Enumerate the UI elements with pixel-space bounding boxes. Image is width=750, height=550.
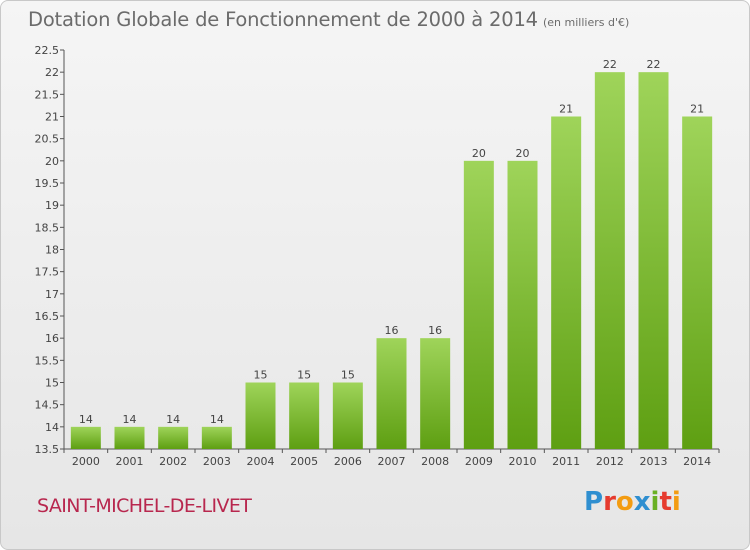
data-label: 21 [690, 103, 704, 116]
data-label: 20 [472, 147, 486, 160]
data-label: 15 [254, 369, 268, 382]
y-tick-label: 16 [45, 332, 59, 345]
y-tick-label: 20 [45, 155, 59, 168]
proxiti-logo: Proxiti [584, 487, 681, 517]
data-label: 14 [210, 413, 224, 426]
x-tick-label: 2001 [116, 455, 144, 468]
y-tick-label: 22.5 [35, 44, 60, 57]
x-tick-label: 2010 [509, 455, 537, 468]
data-label: 22 [603, 58, 617, 71]
y-tick-label: 19.5 [35, 177, 60, 190]
x-tick-label: 2002 [159, 455, 187, 468]
bar [70, 426, 101, 449]
bar [201, 426, 232, 449]
data-label: 14 [166, 413, 180, 426]
bar [594, 72, 625, 450]
y-tick-label: 20.5 [35, 133, 60, 146]
x-tick-label: 2003 [203, 455, 231, 468]
y-tick-label: 18.5 [35, 221, 60, 234]
bar [638, 72, 669, 450]
x-tick-label: 2012 [596, 455, 624, 468]
y-tick-label: 19 [45, 199, 59, 212]
x-tick-label: 2013 [640, 455, 668, 468]
data-label: 16 [428, 324, 442, 337]
y-tick-label: 15.5 [35, 354, 60, 367]
y-tick-label: 17.5 [35, 266, 60, 279]
bar [507, 160, 538, 450]
x-tick-label: 2008 [421, 455, 449, 468]
chart-title: Dotation Globale de Fonctionnement de 20… [28, 8, 538, 31]
y-tick-label: 21 [45, 111, 59, 124]
x-tick-label: 2011 [552, 455, 580, 468]
bars [70, 72, 713, 450]
chart-unit-note: (en milliers d'€) [543, 16, 630, 29]
logo-letter: r [603, 487, 616, 517]
data-label: 16 [385, 324, 399, 337]
data-labels: 14 14 14 14 15 15 15 16 16 20 20 21 22 22 21 [79, 58, 704, 426]
y-tick-label: 22 [45, 66, 59, 79]
data-label: 14 [123, 413, 137, 426]
bar [682, 116, 713, 449]
commune-name: SAINT-MICHEL-DE-LIVET [37, 495, 252, 517]
logo-letter: t [659, 487, 672, 517]
bar [332, 382, 363, 449]
y-tick-label: 13.5 [35, 443, 60, 456]
bar [158, 426, 189, 449]
logo-letter: i [650, 487, 660, 517]
x-tick-label: 2014 [683, 455, 711, 468]
x-tick-label: 2007 [378, 455, 406, 468]
bar [114, 426, 145, 449]
x-tick-label: 2009 [465, 455, 493, 468]
x-tick-label: 2004 [247, 455, 275, 468]
bar [420, 338, 451, 449]
x-tick-label: 2005 [290, 455, 318, 468]
y-tick-label: 21.5 [35, 88, 60, 101]
bar [376, 338, 407, 449]
bar [245, 382, 276, 449]
x-tick-label: 2006 [334, 455, 362, 468]
data-label: 21 [559, 103, 573, 116]
bar [551, 116, 582, 449]
y-tick-label: 15 [45, 377, 59, 390]
y-tick-label: 17 [45, 288, 59, 301]
y-tick-label: 14 [45, 421, 59, 434]
logo-letter: o [615, 487, 634, 517]
data-label: 15 [341, 369, 355, 382]
y-tick-label: 18 [45, 244, 59, 257]
logo-letter: i [671, 487, 681, 517]
bar [289, 382, 320, 449]
axes: 13.5 14 14.5 15 15.5 16 16.5 17 17.5 18 18.5 19 19.5… [35, 44, 720, 468]
x-tick-label: 2000 [72, 455, 100, 468]
y-tick-label: 16.5 [35, 310, 60, 323]
data-label: 22 [647, 58, 661, 71]
y-tick-label: 14.5 [35, 399, 60, 412]
bar [463, 160, 494, 450]
data-label: 15 [297, 369, 311, 382]
logo-letter: P [584, 487, 604, 517]
data-label: 20 [516, 147, 530, 160]
logo-letter: x [633, 487, 651, 517]
data-label: 14 [79, 413, 93, 426]
